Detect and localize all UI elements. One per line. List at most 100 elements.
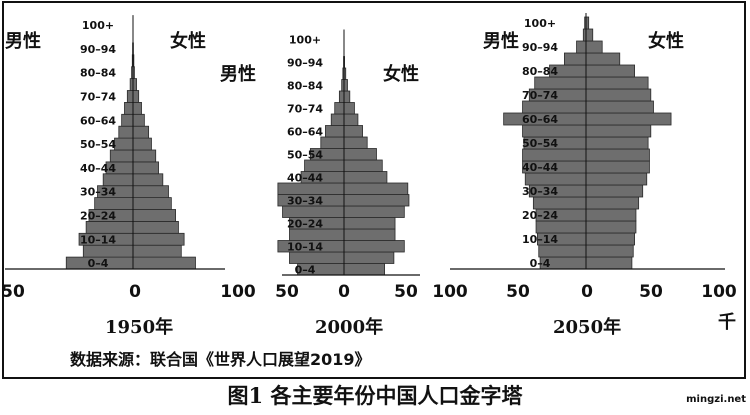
bar-male-75–79 <box>534 76 587 90</box>
bar-male-35–39 <box>102 173 134 187</box>
bar-female-50–54 <box>343 148 377 161</box>
bar-male-45–49 <box>304 159 345 172</box>
male-label: 男性 <box>5 30 41 52</box>
bar-female-80–84 <box>585 64 635 78</box>
bar-female-95–99 <box>585 28 594 42</box>
bar-female-70–74 <box>343 102 355 115</box>
bar-female-75–79 <box>343 90 351 103</box>
bar-male-70–74 <box>334 102 345 115</box>
bar-male-25–29 <box>94 197 134 210</box>
age-label-100+: 100+ <box>82 19 114 32</box>
bar-female-60–64 <box>343 125 363 138</box>
bar-female-75–79 <box>585 76 649 90</box>
bar-female-30–34 <box>132 185 169 198</box>
age-label-30–34: 30–34 <box>80 186 116 199</box>
age-label-90–94: 90–94 <box>287 56 323 69</box>
age-label-50–54: 50–54 <box>522 137 558 150</box>
female-label: 女性 <box>170 30 206 52</box>
figure-title: 图1 各主要年份中国人口金字塔 <box>228 383 524 408</box>
unit-label: 千 <box>718 312 736 333</box>
bar-female-20–24 <box>343 217 396 230</box>
x-tick-label: 100 <box>701 282 737 302</box>
x-tick-label: 50 <box>1 282 25 302</box>
age-label-60–64: 60–64 <box>80 114 116 127</box>
bar-female-90–94 <box>585 40 603 54</box>
pyramid-1950年 <box>5 15 225 270</box>
bar-female-75–79 <box>132 78 137 91</box>
bar-female-25–29 <box>343 205 405 218</box>
age-label-70–74: 70–74 <box>287 102 323 115</box>
age-label-0–4: 0–4 <box>530 257 551 270</box>
age-label-50–54: 50–54 <box>80 138 116 151</box>
age-label-90–94: 90–94 <box>80 43 116 56</box>
age-label-100+: 100+ <box>289 33 321 46</box>
bar-male-35–39 <box>524 172 587 186</box>
year-label: 2050年 <box>553 316 621 338</box>
bar-female-10–14 <box>132 232 185 246</box>
bar-male-50–54 <box>114 137 134 151</box>
bar-male-65–69 <box>522 100 587 114</box>
x-tick-label: 50 <box>639 282 663 302</box>
age-label-50–54: 50–54 <box>287 148 323 161</box>
x-tick-label: 0 <box>129 282 141 302</box>
age-label-20–24: 20–24 <box>80 209 116 222</box>
bar-female-70–74 <box>585 88 652 102</box>
bar-male-90–94 <box>576 40 587 54</box>
bar-female-40–44 <box>585 160 650 174</box>
bar-male-25–29 <box>282 205 345 218</box>
bar-male-35–39 <box>277 182 345 195</box>
age-label-0–4: 0–4 <box>88 257 109 270</box>
bar-female-35–39 <box>585 172 648 186</box>
age-label-60–64: 60–64 <box>287 125 323 138</box>
figure-frame <box>2 1 746 379</box>
male-label: 男性 <box>483 30 519 52</box>
age-label-40–44: 40–44 <box>80 162 116 175</box>
bar-female-55–59 <box>132 125 150 139</box>
bar-female-60–64 <box>132 113 145 127</box>
bar-female-20–24 <box>585 208 637 222</box>
bar-female-85–89 <box>585 52 621 66</box>
year-label: 1950年 <box>105 316 173 338</box>
male-label: 男性 <box>220 63 256 85</box>
bar-female-30–34 <box>343 194 410 207</box>
age-label-80–84: 80–84 <box>522 65 558 78</box>
bar-female-0–4 <box>132 256 196 270</box>
bar-female-15–19 <box>132 220 179 234</box>
age-label-40–44: 40–44 <box>287 171 323 184</box>
year-label: 2000年 <box>315 316 383 338</box>
bar-male-75–79 <box>338 90 345 103</box>
pyramid-2050年 <box>450 13 725 270</box>
age-label-30–34: 30–34 <box>522 185 558 198</box>
bar-female-0–4 <box>585 256 633 270</box>
age-label-10–14: 10–14 <box>80 233 116 246</box>
age-label-100+: 100+ <box>524 17 556 30</box>
x-tick-label: 100 <box>432 282 468 302</box>
bar-female-50–54 <box>585 136 649 150</box>
bar-male-65–69 <box>124 102 134 115</box>
bar-female-50–54 <box>132 137 152 151</box>
x-tick-label: 0 <box>338 282 350 302</box>
bar-female-45–49 <box>585 148 650 162</box>
bar-female-40–44 <box>343 171 388 184</box>
bar-female-25–29 <box>132 197 172 210</box>
x-tick-label: 50 <box>275 282 299 302</box>
bar-male-60–64 <box>325 125 345 138</box>
bar-male-60–64 <box>121 113 134 127</box>
bar-female-15–19 <box>343 228 396 241</box>
bar-male-5–9 <box>82 244 134 258</box>
bar-male-65–69 <box>330 113 345 126</box>
age-label-10–14: 10–14 <box>522 233 558 246</box>
bar-female-5–9 <box>132 244 182 258</box>
female-label: 女性 <box>648 30 684 52</box>
source-text: 数据来源：联合国《世界人口展望2019》 <box>70 350 371 369</box>
bar-female-40–44 <box>132 161 159 175</box>
bar-female-55–59 <box>343 136 368 149</box>
bar-female-5–9 <box>585 244 634 258</box>
bar-female-60–64 <box>585 112 672 126</box>
age-label-30–34: 30–34 <box>287 194 323 207</box>
bar-male-55–59 <box>118 125 134 139</box>
bar-male-55–59 <box>320 136 345 149</box>
bar-male-15–19 <box>535 220 587 234</box>
bar-female-65–69 <box>132 102 142 115</box>
